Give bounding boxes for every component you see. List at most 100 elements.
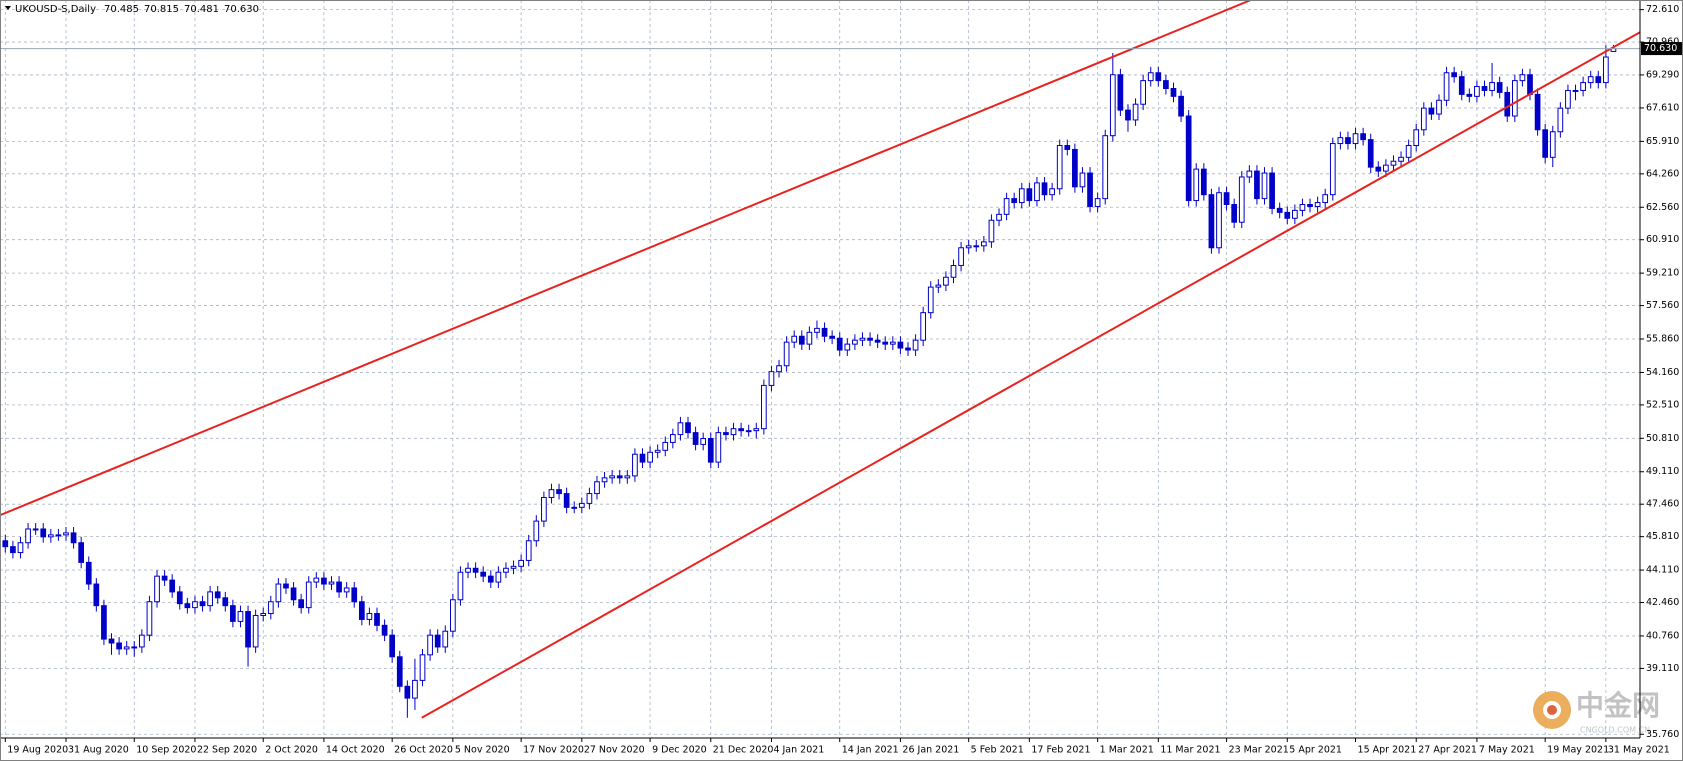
trendline [421,31,1641,719]
candle-body [298,599,304,609]
y-tick-label: 50.810 [1646,433,1679,444]
candle-body [1276,207,1283,213]
x-tick-label: 15 Apr 2021 [1358,745,1417,756]
candle-body [1458,76,1465,95]
candle-body [943,276,949,286]
candle-body [783,341,790,367]
x-tick-label: 4 Jan 2021 [773,745,824,756]
candle-body [40,528,47,538]
y-tick-label: 54.160 [1646,367,1679,378]
candle-body [101,605,107,640]
candle-body [662,441,669,451]
candle-body [609,475,616,479]
y-tick-label: 42.460 [1646,597,1679,608]
candle-body [1208,194,1215,249]
candle-body [1018,188,1025,204]
candle-body [2,540,9,548]
candle-body [563,493,570,508]
candle-body [571,506,578,509]
x-tick-label: 5 Nov 2020 [455,745,510,756]
candle-body [267,601,274,615]
ohlc-label: 70.815 [144,4,179,15]
candle-body [1314,202,1321,207]
candle-body [844,343,851,351]
header: UKOUSD-S,Daily 70.485 70.815 70.481 70.630 [5,4,259,15]
candle-body [1003,198,1010,215]
last-price-box [1641,42,1682,56]
x-tick-label: 9 Dec 2020 [652,745,707,756]
candle-body [487,575,494,583]
candle-body [920,312,927,341]
candle-body [343,587,350,593]
x-tick-label: 1 Mar 2021 [1100,745,1154,756]
candle-body [950,264,957,278]
ohlc-label: 70.630 [224,4,259,15]
candle-body [1428,107,1435,115]
candle-body [1109,74,1116,137]
candle-body [192,601,198,609]
candle-body [761,384,767,430]
candle-body [283,583,289,589]
y-tick-label: 35.760 [1646,729,1679,740]
candle-body [654,449,661,453]
x-tick-label: 26 Oct 2020 [394,745,453,756]
candle-body [199,601,206,607]
candle-body [260,613,267,616]
candle-body [1337,137,1344,145]
candle-body [601,477,608,483]
candle-body [146,601,153,636]
candle-body [1041,182,1048,196]
candle-body [669,434,676,443]
candle-body [1504,91,1511,117]
candle-body [1383,164,1389,172]
candle-body [639,453,646,463]
candle-body [677,422,684,436]
y-tick-label: 39.110 [1646,663,1679,674]
candle-body [17,542,24,554]
candle-body [1390,160,1397,166]
candle-body [700,438,707,445]
x-tick-label: 2 Oct 2020 [265,745,318,756]
candle-body [1087,172,1093,207]
candle-body [161,575,168,581]
candle-body [1557,107,1564,133]
candle-body [594,481,600,495]
candle-body [632,453,638,477]
candle-body [798,335,805,345]
y-tick-label: 55.860 [1646,334,1679,345]
x-tick-label: 23 Mar 2021 [1229,745,1289,756]
candle-body [1292,209,1298,219]
candle-body [412,679,418,699]
x-tick-label: 10 Sep 2020 [136,745,196,756]
candle-body [290,587,297,601]
candle-body [427,634,433,656]
candle-body [1049,188,1055,196]
chart-title: UKOUSD-S,Daily [15,4,96,15]
candle-body [1481,86,1488,91]
candle-body [965,245,972,249]
watermark-text: 中金网 [1576,689,1660,722]
candle-body [1496,82,1503,93]
candle-body [1405,145,1412,158]
candle-body [480,571,487,577]
y-tick-label: 45.810 [1646,531,1679,542]
candle-body [806,331,813,345]
candle-body [829,335,835,339]
candle-body [730,428,737,436]
y-tick-label: 62.560 [1646,202,1679,213]
candle-body [647,451,653,463]
candle-body [138,634,145,648]
y-tick-label: 52.510 [1646,399,1679,410]
candle-body [321,577,327,585]
candle-body [1352,133,1359,145]
candle-body [472,567,479,573]
candle-body [1011,198,1018,204]
candle-body [93,583,100,607]
x-tick-label: 19 Aug 2020 [7,745,68,756]
candle-body [450,599,456,632]
candle-body [1466,93,1473,97]
candle-body [889,341,896,345]
x-tick-label: 31 May 2021 [1608,745,1670,756]
x-tick-label: 21 Dec 2020 [713,745,774,756]
candle-body [723,432,729,436]
